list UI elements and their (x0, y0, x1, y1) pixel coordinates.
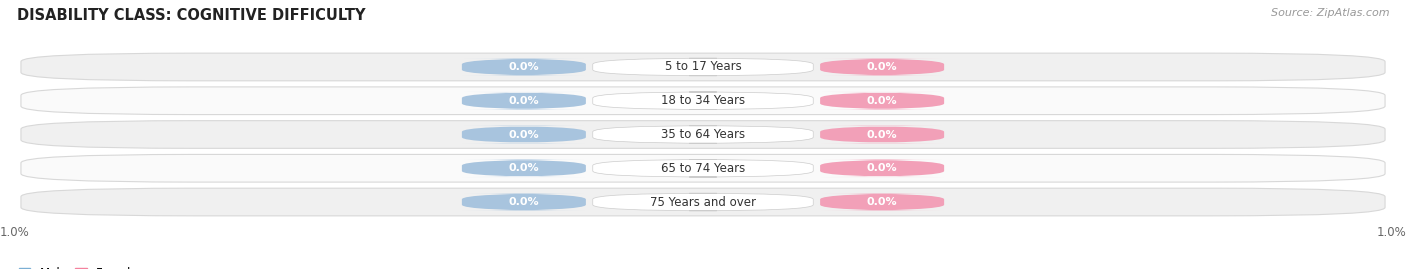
FancyBboxPatch shape (820, 92, 945, 109)
Legend: Male, Female: Male, Female (18, 267, 139, 269)
FancyBboxPatch shape (820, 126, 945, 143)
Text: Source: ZipAtlas.com: Source: ZipAtlas.com (1271, 8, 1389, 18)
FancyBboxPatch shape (820, 160, 945, 177)
Text: 0.0%: 0.0% (509, 197, 538, 207)
FancyBboxPatch shape (461, 126, 586, 143)
FancyBboxPatch shape (21, 121, 1385, 148)
Text: 0.0%: 0.0% (868, 96, 897, 106)
Text: 0.0%: 0.0% (868, 197, 897, 207)
Text: 75 Years and over: 75 Years and over (650, 196, 756, 208)
Text: 5 to 17 Years: 5 to 17 Years (665, 61, 741, 73)
FancyBboxPatch shape (461, 58, 586, 76)
Text: 0.0%: 0.0% (509, 129, 538, 140)
FancyBboxPatch shape (820, 58, 945, 76)
Text: 18 to 34 Years: 18 to 34 Years (661, 94, 745, 107)
FancyBboxPatch shape (593, 58, 813, 76)
FancyBboxPatch shape (21, 87, 1385, 115)
Text: 0.0%: 0.0% (868, 163, 897, 173)
Text: 35 to 64 Years: 35 to 64 Years (661, 128, 745, 141)
Text: 0.0%: 0.0% (509, 163, 538, 173)
FancyBboxPatch shape (21, 188, 1385, 216)
FancyBboxPatch shape (593, 193, 813, 211)
FancyBboxPatch shape (21, 154, 1385, 182)
Text: 0.0%: 0.0% (868, 62, 897, 72)
FancyBboxPatch shape (21, 53, 1385, 81)
Text: DISABILITY CLASS: COGNITIVE DIFFICULTY: DISABILITY CLASS: COGNITIVE DIFFICULTY (17, 8, 366, 23)
FancyBboxPatch shape (820, 193, 945, 211)
FancyBboxPatch shape (593, 160, 813, 177)
Text: 65 to 74 Years: 65 to 74 Years (661, 162, 745, 175)
Text: 0.0%: 0.0% (509, 62, 538, 72)
FancyBboxPatch shape (461, 160, 586, 177)
FancyBboxPatch shape (593, 92, 813, 109)
FancyBboxPatch shape (461, 92, 586, 109)
FancyBboxPatch shape (461, 193, 586, 211)
Text: 0.0%: 0.0% (868, 129, 897, 140)
Text: 0.0%: 0.0% (509, 96, 538, 106)
FancyBboxPatch shape (593, 126, 813, 143)
